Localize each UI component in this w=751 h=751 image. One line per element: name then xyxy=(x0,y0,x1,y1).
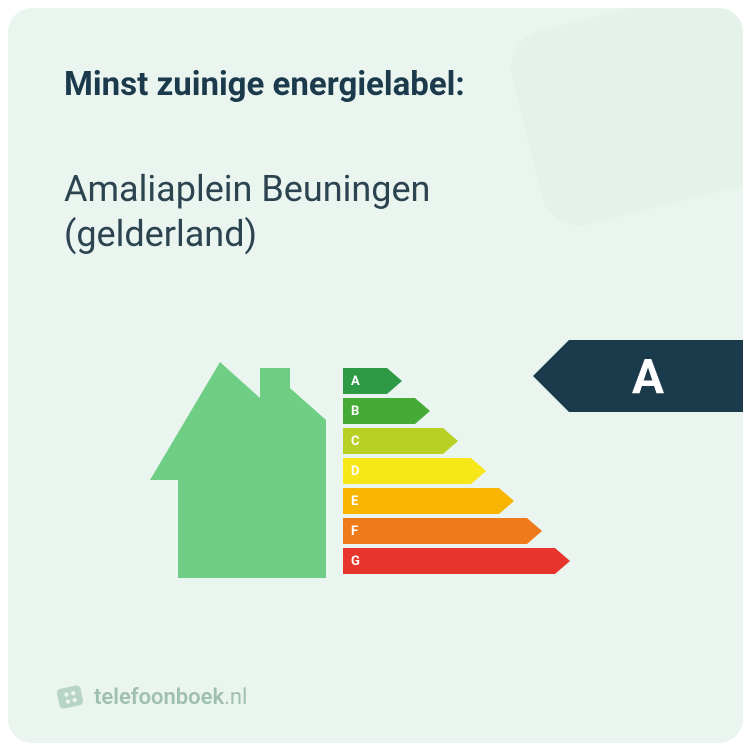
footer: telefoonboek.nl xyxy=(56,683,247,711)
energy-bar-label: A xyxy=(343,368,387,394)
footer-brand-name: telefoonboek xyxy=(94,685,224,710)
location-name: Amaliaplein Beuningen (gelderland) xyxy=(64,167,584,257)
energy-card: Minst zuinige energielabel: Amaliaplein … xyxy=(8,8,743,743)
house-icon xyxy=(148,360,328,580)
energy-bar-label: G xyxy=(343,548,555,574)
footer-brand-tld: .nl xyxy=(224,685,247,710)
phonebook-icon xyxy=(53,680,86,713)
energy-bar-label: C xyxy=(343,428,443,454)
result-badge-arrow xyxy=(533,340,569,412)
energy-chart: ABCDEFG A xyxy=(8,348,743,608)
energy-bar-label: E xyxy=(343,488,499,514)
energy-bar-label: F xyxy=(343,518,527,544)
card-content: Minst zuinige energielabel: Amaliaplein … xyxy=(8,8,743,743)
energy-bar-e: E xyxy=(343,488,663,514)
energy-bar-label: D xyxy=(343,458,471,484)
result-letter: A xyxy=(569,340,743,412)
energy-bar-d: D xyxy=(343,458,663,484)
energy-bar-label: B xyxy=(343,398,415,424)
energy-bar-c: C xyxy=(343,428,663,454)
energy-bar-g: G xyxy=(343,548,663,574)
energy-bar-f: F xyxy=(343,518,663,544)
result-badge: A xyxy=(533,340,743,412)
card-title: Minst zuinige energielabel: xyxy=(64,64,687,105)
footer-brand: telefoonboek.nl xyxy=(94,685,247,710)
